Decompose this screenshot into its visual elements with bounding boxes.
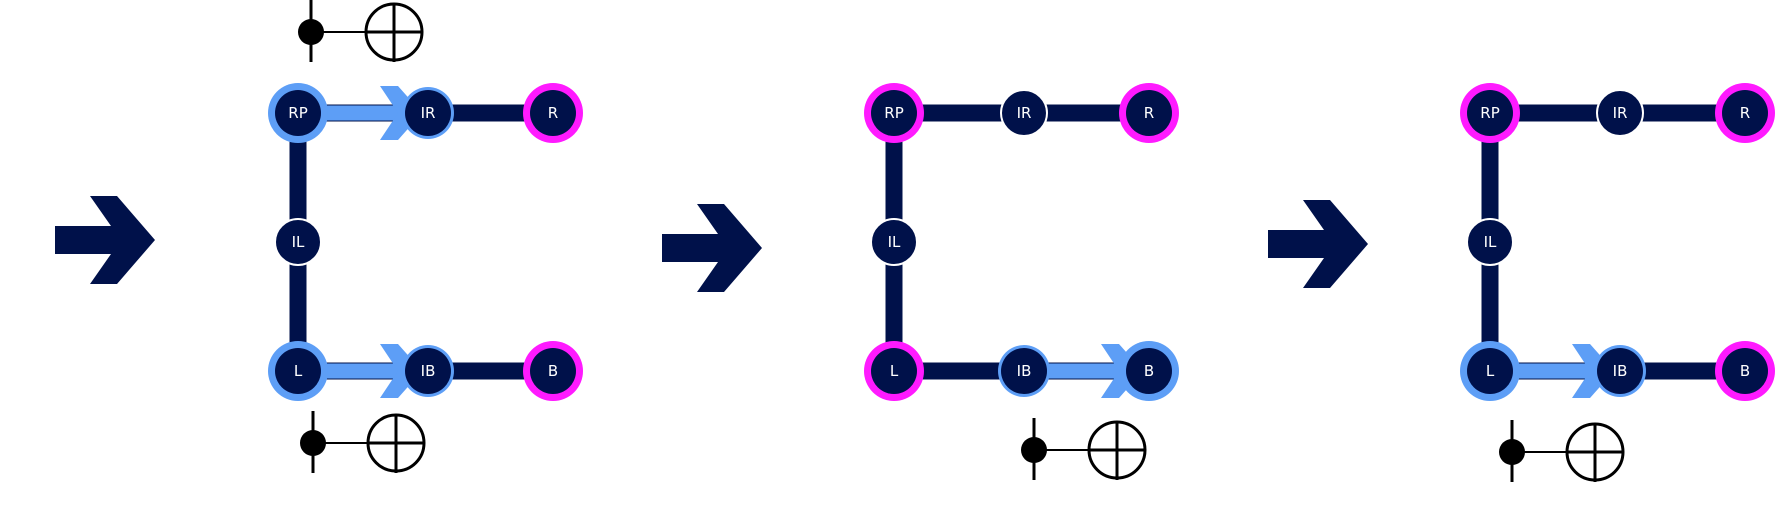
node-IB [405,348,451,394]
node-label-IR: IR [421,104,436,122]
control-dot [1021,437,1047,463]
control-dot [300,430,326,456]
node-B [1722,348,1768,394]
node-IL [274,218,322,266]
node-label-IB: IB [421,362,436,380]
node-label-IL: IL [1484,233,1497,251]
node-IR [1000,89,1048,137]
node-label-R: R [548,104,558,122]
node-IB [1597,348,1643,394]
node-IB [1001,348,1047,394]
node-B [1126,348,1172,394]
transition-arrow [662,204,762,292]
node-label-IB: IB [1613,362,1628,380]
node-R [1722,90,1768,136]
cnot-gate-bottom [1499,420,1625,482]
panel-3: RP IR R IL L IB B [1460,83,1775,482]
cnot-gate-top [298,0,424,62]
node-IL [870,218,918,266]
node-label-RP: RP [288,104,307,122]
control-dot [298,19,324,45]
node-RP [1467,90,1513,136]
node-label-IR: IR [1613,104,1628,122]
node-B [530,348,576,394]
node-IR [1596,89,1644,137]
node-R [530,90,576,136]
node-IL [1466,218,1514,266]
node-label-RP: RP [884,104,903,122]
panel-2: RP IR R IL L IB B [864,83,1179,480]
node-R [1126,90,1172,136]
node-label-L: L [890,362,899,380]
node-label-L: L [294,362,303,380]
swap-arrow-head [380,344,422,398]
node-label-RP: RP [1480,104,1499,122]
node-label-R: R [1740,104,1750,122]
node-label-IR: IR [1017,104,1032,122]
node-label-IL: IL [888,233,901,251]
swap-arrow-head [380,86,422,140]
node-label-B: B [1144,362,1154,380]
node-RP [275,90,321,136]
cnot-gate-bottom [300,411,426,473]
transition-arrow [1268,200,1368,288]
node-label-IL: IL [292,233,305,251]
node-label-IB: IB [1017,362,1032,380]
transition-arrow [55,196,155,284]
cnot-gate-bottom-right [1021,418,1147,480]
control-dot [1499,439,1525,465]
node-IR [405,90,451,136]
swap-arrow-head [1572,344,1614,398]
node-L [275,348,321,394]
node-label-B: B [1740,362,1750,380]
node-RP [871,90,917,136]
panel-1: RP IR R IL L IB B [268,0,583,473]
node-L [871,348,917,394]
node-label-R: R [1144,104,1154,122]
node-label-B: B [548,362,558,380]
node-L [1467,348,1513,394]
node-label-L: L [1486,362,1495,380]
